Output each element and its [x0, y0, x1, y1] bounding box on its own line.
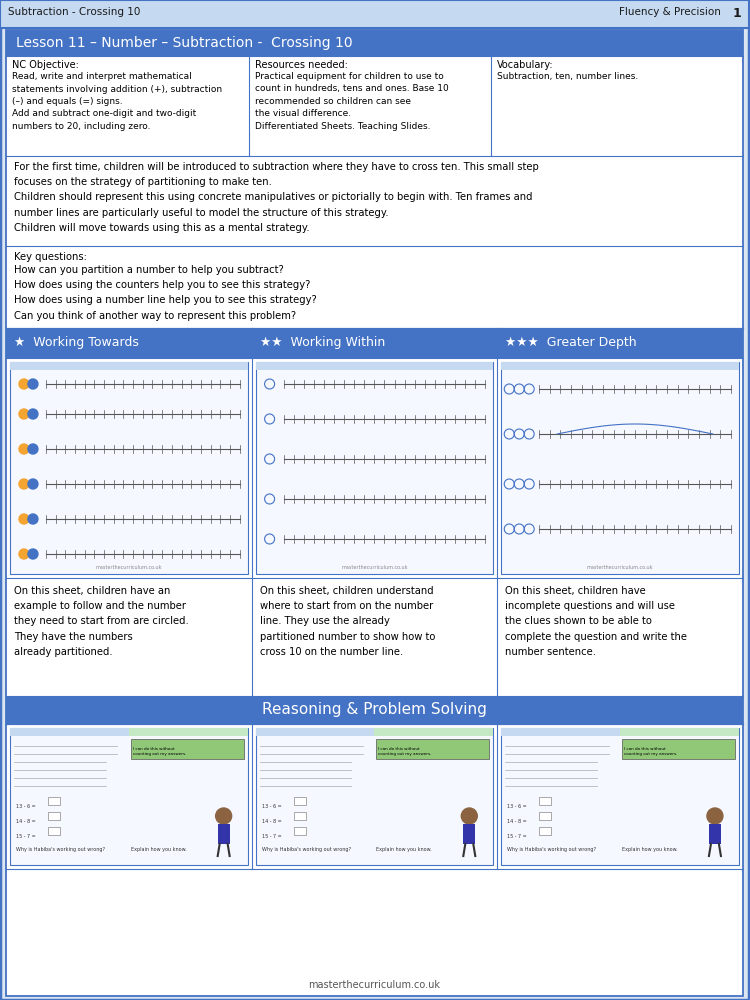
Text: ★  Working Towards: ★ Working Towards [14, 336, 139, 349]
Text: 13 - 6 =: 13 - 6 = [262, 804, 281, 809]
Text: NC Objective:: NC Objective: [12, 60, 79, 70]
Text: Why is Habiba's working out wrong?: Why is Habiba's working out wrong? [507, 847, 596, 852]
Bar [256, 362, 494, 370]
Text: 15 - 7 =: 15 - 7 = [507, 834, 527, 839]
Text: 13 - 6 =: 13 - 6 = [507, 804, 527, 809]
Text: Explain how you know.: Explain how you know. [376, 847, 432, 852]
Text: Vocabulary:: Vocabulary: [497, 60, 554, 70]
Circle shape [28, 479, 38, 489]
Text: Subtraction, ten, number lines.: Subtraction, ten, number lines. [497, 72, 638, 81]
Bar [256, 362, 494, 574]
Text: On this sheet, children understand
where to start from on the number
line. They : On this sheet, children understand where… [260, 586, 435, 657]
Text: On this sheet, children have
incomplete questions and will use
the clues shown t: On this sheet, children have incomplete … [506, 586, 687, 657]
Text: For the first time, children will be introduced to subtraction where they have t: For the first time, children will be int… [14, 162, 538, 233]
Bar [293, 827, 305, 835]
Text: 14 - 8 =: 14 - 8 = [262, 819, 281, 824]
Circle shape [28, 379, 38, 389]
Bar [6, 30, 743, 56]
Bar [251, 328, 497, 358]
Bar [48, 797, 60, 805]
Bar [129, 728, 248, 736]
Text: Practical equipment for children to use to
count in hundreds, tens and ones. Bas: Practical equipment for children to use … [254, 72, 448, 131]
Text: 14 - 8 =: 14 - 8 = [507, 819, 527, 824]
Text: Lesson 11 – Number – Subtraction -  Crossing 10: Lesson 11 – Number – Subtraction - Cross… [16, 36, 352, 50]
Text: Explain how you know.: Explain how you know. [622, 847, 678, 852]
Text: masterthecurriculum.co.uk: masterthecurriculum.co.uk [586, 565, 653, 570]
Text: Why is Habiba's working out wrong?: Why is Habiba's working out wrong? [262, 847, 351, 852]
Text: Resources needed:: Resources needed: [254, 60, 347, 70]
Bar [539, 827, 551, 835]
Text: Subtraction - Crossing 10: Subtraction - Crossing 10 [8, 7, 140, 17]
Text: How can you partition a number to help you subtract?
How does using the counters: How can you partition a number to help y… [14, 265, 316, 321]
Text: On this sheet, children have an
example to follow and the number
they need to st: On this sheet, children have an example … [14, 586, 189, 657]
Text: Reasoning & Problem Solving: Reasoning & Problem Solving [262, 702, 487, 717]
Bar [464, 824, 476, 844]
Circle shape [19, 444, 29, 454]
Circle shape [28, 409, 38, 419]
Text: Key questions:: Key questions: [14, 252, 87, 262]
Circle shape [19, 514, 29, 524]
Bar [501, 362, 739, 574]
Text: masterthecurriculum.co.uk: masterthecurriculum.co.uk [95, 565, 162, 570]
Bar [10, 362, 248, 574]
Bar [376, 739, 489, 759]
Bar [6, 328, 251, 358]
Circle shape [19, 549, 29, 559]
Text: ★★★  Greater Depth: ★★★ Greater Depth [506, 336, 637, 349]
Text: Why is Habiba's working out wrong?: Why is Habiba's working out wrong? [16, 847, 105, 852]
Bar [293, 812, 305, 820]
Text: Fluency & Precision: Fluency & Precision [619, 7, 721, 17]
Bar [501, 728, 739, 865]
Text: 15 - 7 =: 15 - 7 = [262, 834, 281, 839]
Bar [374, 728, 494, 736]
Text: I can do this without
counting out my answers.: I can do this without counting out my an… [379, 747, 432, 756]
Bar [48, 812, 60, 820]
Circle shape [28, 444, 38, 454]
Text: ★★  Working Within: ★★ Working Within [260, 336, 385, 349]
Text: 13 - 6 =: 13 - 6 = [16, 804, 36, 809]
Circle shape [28, 514, 38, 524]
Text: I can do this without
counting out my answers.: I can do this without counting out my an… [624, 747, 677, 756]
Circle shape [461, 808, 477, 824]
Bar [501, 728, 620, 736]
Bar [10, 728, 129, 736]
Text: Read, write and interpret mathematical
statements involving addition (+), subtra: Read, write and interpret mathematical s… [12, 72, 222, 131]
Text: masterthecurriculum.co.uk: masterthecurriculum.co.uk [341, 565, 408, 570]
Circle shape [707, 808, 723, 824]
Text: 14 - 8 =: 14 - 8 = [16, 819, 36, 824]
Circle shape [19, 379, 29, 389]
Bar [709, 824, 721, 844]
Bar [256, 728, 374, 736]
Circle shape [19, 479, 29, 489]
Bar [130, 739, 244, 759]
Bar [10, 728, 248, 865]
Bar [539, 812, 551, 820]
Bar [256, 728, 494, 865]
Bar [501, 362, 739, 370]
Bar [217, 824, 229, 844]
Bar [10, 362, 248, 370]
Bar [48, 827, 60, 835]
Bar [622, 739, 735, 759]
Circle shape [19, 409, 29, 419]
Bar [497, 328, 743, 358]
Bar [0, 0, 748, 28]
Circle shape [28, 549, 38, 559]
Bar [6, 696, 743, 724]
Text: 1: 1 [732, 7, 741, 20]
Text: masterthecurriculum.co.uk: masterthecurriculum.co.uk [308, 980, 440, 990]
Text: I can do this without
counting out my answers.: I can do this without counting out my an… [133, 747, 186, 756]
Circle shape [216, 808, 232, 824]
Bar [293, 797, 305, 805]
Bar [620, 728, 739, 736]
Bar [539, 797, 551, 805]
Text: Explain how you know.: Explain how you know. [130, 847, 187, 852]
Text: 15 - 7 =: 15 - 7 = [16, 834, 36, 839]
